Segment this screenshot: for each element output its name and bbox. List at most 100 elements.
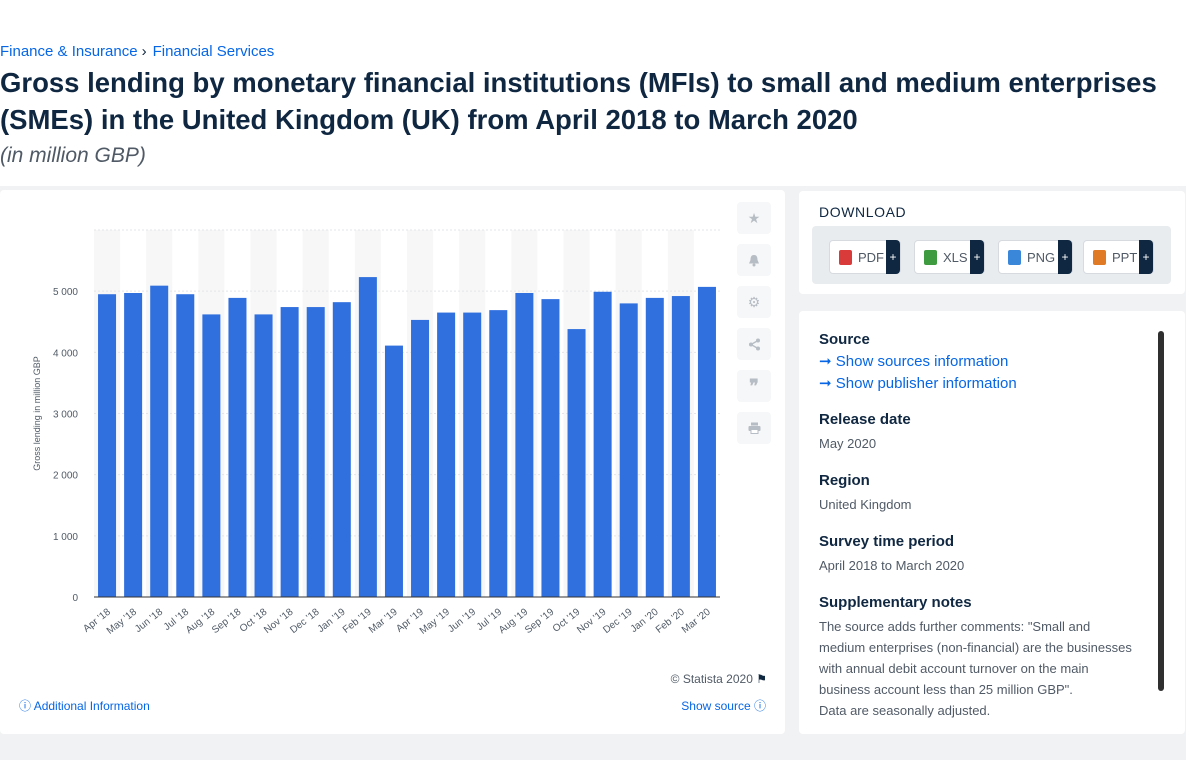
bar	[150, 285, 169, 597]
breadcrumb-separator: ›	[141, 43, 147, 60]
y-axis-label: Gross lending in million GBP	[32, 356, 42, 471]
breadcrumb: Finance & Insurance › Financial Services	[0, 43, 274, 60]
plus-icon: +	[970, 240, 984, 274]
download-buttons: PDF + XLS + PNG + PPT +	[812, 226, 1171, 284]
png-label: PNG	[1027, 249, 1056, 265]
download-png-button[interactable]: PNG +	[998, 240, 1073, 274]
print-icon	[748, 422, 760, 434]
notification-button[interactable]	[737, 244, 771, 276]
y-tick-label: 3 000	[53, 410, 78, 421]
info-icon: ⓘ	[19, 699, 32, 713]
bell-icon	[749, 254, 759, 266]
bar	[202, 314, 221, 597]
page-title: Gross lending by monetary financial inst…	[0, 67, 1157, 135]
copyright: © Statista 2020 ⚑	[671, 672, 767, 686]
pdf-label: PDF	[858, 249, 884, 265]
download-xls-button[interactable]: XLS +	[914, 240, 985, 274]
x-tick-label: Sep '19	[523, 606, 557, 636]
x-tick-label: May '19	[418, 606, 452, 636]
share-button[interactable]	[737, 328, 771, 360]
bar	[176, 294, 195, 597]
ppt-label: PPT	[1112, 249, 1138, 265]
y-tick-label: 2 000	[53, 471, 78, 482]
bar	[515, 293, 534, 597]
bar	[645, 297, 664, 597]
region-value: United Kingdom	[819, 497, 912, 512]
download-pdf-button[interactable]: PDF +	[829, 240, 901, 274]
release-date-heading: Release date	[819, 411, 911, 428]
show-source-label: Show source	[681, 699, 751, 713]
download-ppt-button[interactable]: PPT +	[1083, 240, 1154, 274]
quote-icon: ❞	[749, 376, 759, 396]
details-content: Source ➞ Show sources information ➞ Show…	[819, 331, 1139, 721]
show-sources-link[interactable]: ➞ Show sources information	[819, 352, 1139, 370]
details-scrollbar[interactable]	[1158, 331, 1164, 691]
bar	[437, 312, 456, 597]
show-publisher-link[interactable]: ➞ Show publisher information	[819, 374, 1139, 392]
bar	[411, 319, 430, 597]
breadcrumb-finance-insurance[interactable]: Finance & Insurance	[0, 43, 138, 60]
breadcrumb-financial-services[interactable]: Financial Services	[152, 43, 275, 60]
x-tick-label: May '18	[105, 606, 139, 636]
bar	[384, 345, 403, 597]
bar	[697, 286, 716, 597]
download-panel: DOWNLOAD PDF + XLS + PNG + PPT +	[799, 191, 1185, 294]
bar	[541, 299, 560, 597]
x-tick-label: Sep '18	[210, 606, 244, 636]
favorite-button[interactable]: ★	[737, 202, 771, 234]
settings-button[interactable]: ⚙	[737, 286, 771, 318]
star-icon: ★	[747, 209, 761, 226]
show-source-link[interactable]: Show source ⓘ	[681, 697, 766, 714]
arrow-right-icon: ➞	[819, 375, 832, 392]
ppt-file-icon	[1093, 249, 1106, 265]
bar	[567, 329, 586, 597]
release-date-value: May 2020	[819, 436, 877, 451]
cite-button[interactable]: ❞	[737, 370, 771, 402]
x-tick-label: Dec '18	[288, 606, 322, 636]
bar	[489, 310, 508, 597]
pdf-file-icon	[839, 249, 852, 265]
arrow-right-icon: ➞	[819, 353, 832, 370]
bar	[228, 297, 247, 597]
bar	[463, 312, 482, 597]
flag-icon[interactable]: ⚑	[756, 672, 767, 686]
scrollbar-thumb[interactable]	[1158, 331, 1164, 691]
statistic-details: Source ➞ Show sources information ➞ Show…	[799, 311, 1185, 734]
show-publisher-label: Show publisher information	[835, 375, 1017, 392]
show-sources-label: Show sources information	[835, 353, 1009, 370]
supplementary-notes-more: Data are seasonally adjusted.	[819, 703, 991, 718]
x-tick-label: Dec '19	[601, 606, 635, 636]
x-tick-label: Jun '19	[446, 606, 478, 635]
plus-icon: +	[1058, 240, 1072, 274]
copyright-text: © Statista 2020	[670, 672, 753, 686]
xls-file-icon	[924, 249, 937, 265]
share-icon	[748, 338, 760, 350]
bar	[98, 294, 117, 597]
additional-information-link[interactable]: ⓘ Additional Information	[19, 697, 150, 714]
gear-icon: ⚙	[747, 293, 761, 310]
additional-info-label: Additional Information	[33, 699, 150, 713]
bar	[306, 307, 325, 597]
supplementary-notes-value: The source adds further comments: "Small…	[819, 619, 1132, 697]
y-tick-label: 5 000	[53, 287, 78, 298]
bar	[593, 291, 612, 597]
png-file-icon	[1008, 249, 1021, 265]
y-tick-label: 0	[72, 593, 78, 604]
chart-toolbar: ★ ⚙ ❞	[737, 202, 773, 454]
bar	[124, 293, 143, 597]
x-tick-label: Mar '19	[367, 606, 400, 635]
source-heading: Source	[819, 331, 870, 348]
x-tick-label: Mar '20	[680, 606, 713, 635]
page-subtitle: (in million GBP)	[0, 144, 146, 167]
xls-label: XLS	[943, 249, 968, 265]
plus-icon: +	[886, 240, 900, 274]
print-button[interactable]	[737, 412, 771, 444]
survey-period-value: April 2018 to March 2020	[819, 558, 965, 573]
bar	[332, 302, 351, 597]
bar	[358, 277, 377, 597]
x-tick-label: Jun '18	[133, 606, 165, 635]
bar	[280, 307, 299, 597]
supplementary-notes-heading: Supplementary notes	[819, 594, 972, 611]
